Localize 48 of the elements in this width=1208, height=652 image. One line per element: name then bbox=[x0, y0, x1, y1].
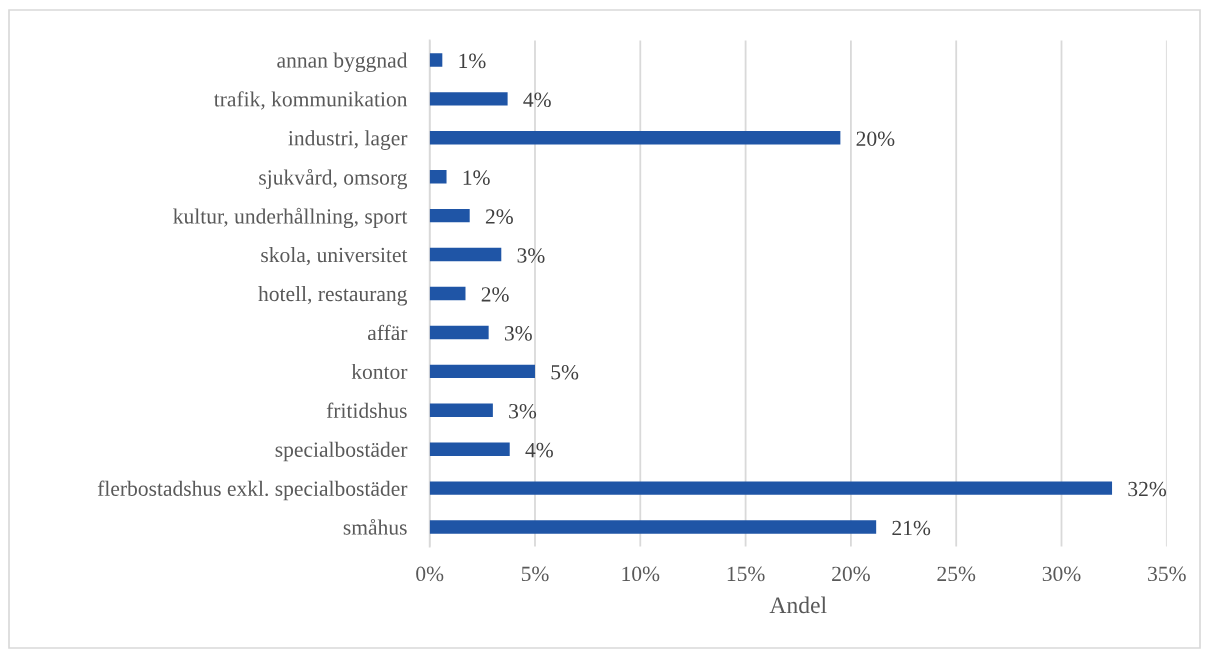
bar bbox=[429, 131, 841, 145]
y-tick-label: hotell, restaurang bbox=[258, 286, 408, 306]
y-tick-label: flerbostadshus exkl. specialbostäder bbox=[97, 480, 408, 501]
bar bbox=[429, 92, 508, 106]
bar bbox=[429, 325, 489, 340]
data-label: 4% bbox=[523, 92, 551, 108]
x-tick-label: 10% bbox=[622, 566, 660, 582]
y-tick-label: småhus bbox=[343, 518, 407, 535]
data-label: 2% bbox=[485, 209, 513, 224]
data-label: 1% bbox=[463, 170, 490, 185]
bar bbox=[429, 364, 535, 379]
bar bbox=[429, 481, 1113, 495]
data-label: 20% bbox=[856, 131, 895, 147]
y-tick-label: industri, lager bbox=[288, 130, 408, 150]
x-tick-label: 5% bbox=[521, 566, 549, 582]
y-tick-label: sjukvård, omsorg bbox=[259, 168, 408, 190]
x-tick-label: 20% bbox=[832, 566, 870, 582]
data-label: 21% bbox=[892, 520, 931, 536]
data-label: 1% bbox=[459, 53, 486, 69]
y-tick-label: specialbostäder bbox=[275, 441, 408, 462]
data-label: 3% bbox=[504, 326, 532, 341]
y-tick-label: trafik, kommunikation bbox=[213, 91, 408, 110]
data-label: 2% bbox=[481, 287, 509, 302]
data-label: 5% bbox=[551, 364, 579, 380]
bar bbox=[429, 53, 443, 67]
x-tick-label: 30% bbox=[1042, 566, 1081, 582]
bar bbox=[429, 520, 877, 534]
x-tick-label: 25% bbox=[937, 566, 976, 582]
bar bbox=[429, 403, 493, 417]
y-tick-label: fritidshus bbox=[326, 402, 407, 418]
y-tick-label: affär bbox=[367, 324, 408, 341]
data-label: 32% bbox=[1128, 481, 1167, 497]
bar bbox=[429, 442, 510, 456]
bar bbox=[429, 208, 470, 223]
x-tick-label: 35% bbox=[1148, 566, 1186, 582]
x-axis-title: Andel bbox=[769, 596, 827, 614]
bar bbox=[429, 286, 466, 301]
y-tick-label: kontor bbox=[351, 363, 408, 380]
x-tick-label: 15% bbox=[727, 566, 765, 582]
bar bbox=[429, 247, 502, 262]
y-tick-label: kultur, underhållning, sport bbox=[173, 207, 408, 229]
bar bbox=[429, 170, 447, 184]
y-tick-label: skola, universitet bbox=[261, 247, 408, 266]
y-tick-label: annan byggnad bbox=[277, 52, 408, 73]
x-tick-label: 0% bbox=[416, 566, 444, 582]
data-label: 4% bbox=[525, 442, 553, 458]
data-label: 3% bbox=[509, 403, 537, 419]
data-label: 3% bbox=[517, 248, 545, 263]
